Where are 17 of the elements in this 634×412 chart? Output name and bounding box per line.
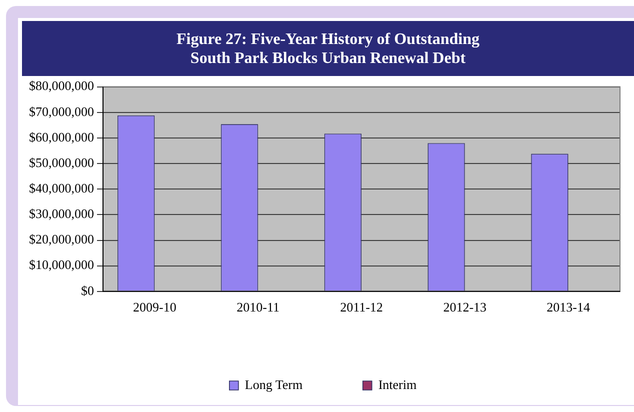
y-tick-label: $60,000,000 — [29, 129, 94, 144]
y-tick-label: $10,000,000 — [29, 257, 94, 272]
y-tick-label: $30,000,000 — [29, 206, 94, 222]
y-tick-label: $50,000,000 — [29, 154, 94, 170]
legend-label: Long Term — [244, 376, 303, 392]
y-tick-label: $80,000,000 — [29, 78, 94, 94]
chart-title: Figure 27: Five-Year History of Outstanding South Park Blocks Urban Renewal Debt — [22, 21, 634, 76]
x-tick-label: 2013-14 — [546, 300, 590, 315]
x-tick-label: 2011-12 — [340, 300, 383, 315]
y-tick-label: $70,000,000 — [29, 104, 94, 119]
y-tick-label: $0 — [81, 282, 94, 298]
x-tick-label: 2012-13 — [443, 300, 487, 315]
y-tick-label: $40,000,000 — [29, 180, 94, 196]
x-tick-label: 2009-10 — [133, 300, 176, 315]
legend-label: Interim — [378, 376, 417, 392]
x-tick-label: 2010-11 — [236, 300, 280, 315]
y-tick-label: $20,000,000 — [29, 232, 94, 247]
